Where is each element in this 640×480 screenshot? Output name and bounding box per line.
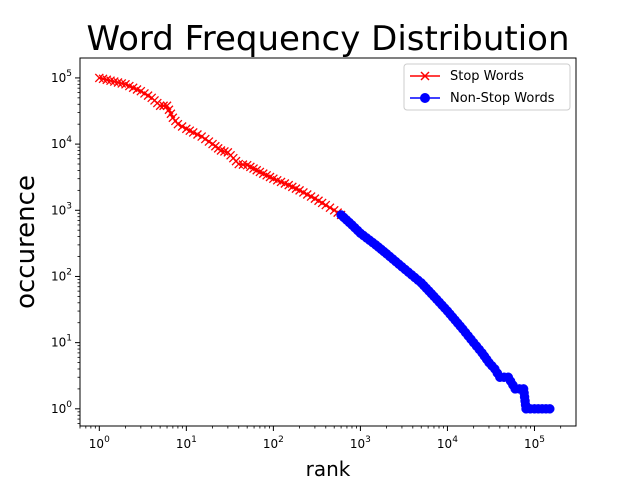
legend-marker-stop-words: [420, 71, 430, 81]
point-stop-words: [219, 146, 229, 156]
point-stop-words: [188, 127, 198, 137]
chart-title: Word Frequency Distribution: [86, 19, 569, 59]
legend-label-non-stop-words: Non-Stop Words: [450, 91, 555, 106]
series-layer: [94, 73, 555, 414]
plot-frame: [79, 57, 577, 427]
x-axis-ticks: 100 101 102 103 104 105: [79, 426, 562, 451]
y-tick-label: 105: [51, 69, 72, 85]
point-stop-words: [192, 130, 202, 139]
y-tick-label: 104: [51, 135, 72, 151]
x-tick-label: 100: [89, 435, 110, 451]
x-tick-label: 102: [263, 435, 284, 451]
point-stop-words: [216, 146, 226, 155]
x-tick-label: 101: [176, 435, 197, 451]
point-stop-words: [155, 101, 165, 111]
x-tick-label: 105: [524, 435, 545, 451]
point-stop-words: [325, 203, 335, 213]
legend-box: [403, 63, 571, 111]
point-stop-words: [321, 200, 331, 210]
x-tick-label: 103: [350, 435, 371, 451]
point-stop-words: [177, 122, 187, 131]
y-tick-label: 102: [51, 267, 72, 283]
x-axis-label: rank: [306, 457, 351, 480]
legend: Stop Words Non-Stop Words: [403, 63, 571, 111]
x-tick-label: 104: [437, 435, 458, 451]
legend-marker-non-stop-words: [420, 93, 430, 103]
y-tick-label: 100: [51, 400, 72, 416]
y-axis-label: occurence: [11, 175, 41, 309]
point-stop-words: [173, 119, 183, 129]
y-tick-label: 101: [51, 334, 72, 350]
y-axis-ticks: 100 101 102 103 104 105: [51, 69, 80, 424]
legend-label-stop-words: Stop Words: [450, 69, 524, 84]
point-stop-words: [159, 101, 169, 111]
point-non-stop-words: [545, 404, 555, 414]
y-tick-label: 103: [51, 201, 72, 217]
